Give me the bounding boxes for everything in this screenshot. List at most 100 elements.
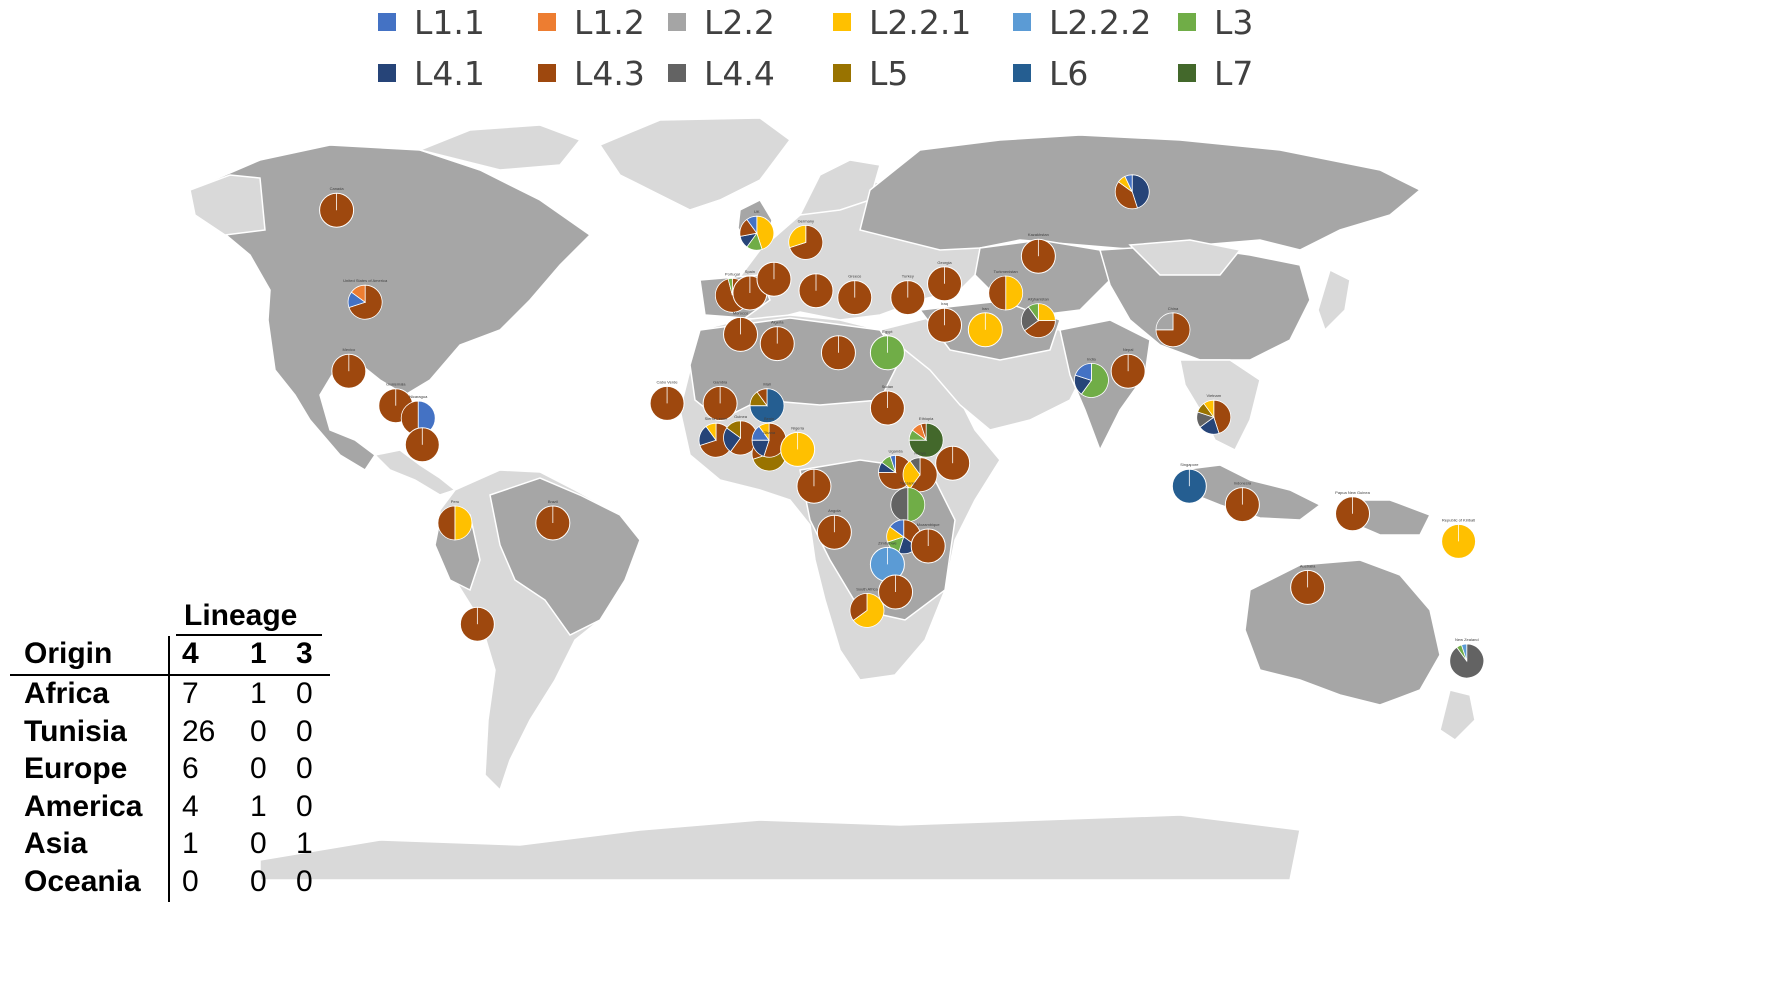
legend-label: L3 xyxy=(1214,2,1254,42)
pie-benin xyxy=(751,422,787,458)
country-label-nicaragua: Nicaragua xyxy=(409,394,428,399)
col-header-3: 3 xyxy=(296,637,313,670)
pie-slice-L2.2 xyxy=(1155,312,1174,331)
row-origin: Oceania xyxy=(24,864,141,898)
row-value: 4 xyxy=(182,789,199,823)
country-label-georgia: Georgia xyxy=(937,260,952,265)
pie-slice-L1.1 xyxy=(889,519,905,538)
pie-south-africa xyxy=(849,592,885,628)
country-label-algeria: Algeria xyxy=(771,320,784,325)
pie-slice-L4.3 xyxy=(1213,399,1232,434)
row-value: 0 xyxy=(182,864,199,898)
pie-slice-L4.1 xyxy=(1131,174,1150,209)
pie-slice-L1.1 xyxy=(746,215,758,235)
legend-swatch xyxy=(538,13,556,31)
country-label-south-africa: South Africa xyxy=(856,586,878,591)
country-label-afghanistan: Afghanistan xyxy=(1028,297,1049,302)
country-label-kenya: Kenya xyxy=(914,451,926,456)
australia-shape xyxy=(1244,559,1441,706)
country-label-spain: Spain xyxy=(745,269,755,274)
pie-ethiopia xyxy=(908,422,944,458)
row-value: 0 xyxy=(296,752,313,785)
legend-item-L7: L7 xyxy=(1178,53,1253,93)
china-shape xyxy=(1099,244,1311,361)
pie-mali xyxy=(749,388,785,424)
legend-label: L1.2 xyxy=(574,2,645,42)
pie-new-zealand xyxy=(1449,643,1485,679)
pie-nicaragua xyxy=(400,400,436,436)
origin-header: Origin xyxy=(24,637,113,670)
pie-angola xyxy=(816,514,852,550)
legend-item-L2.2.2: L2.2.2 xyxy=(1013,2,1151,42)
legend-item-L1.1: L1.1 xyxy=(378,2,485,42)
pie-slice-L2.2.1 xyxy=(756,215,775,250)
pie-nepal xyxy=(1110,353,1146,389)
country-label-benin: Benin xyxy=(764,416,774,421)
row-origin: Asia xyxy=(24,827,88,860)
pie-slice-L2.2.1 xyxy=(454,505,473,541)
header-underline xyxy=(10,674,330,676)
row-value: 0 xyxy=(296,714,313,748)
country-label-china: China xyxy=(1168,306,1179,311)
pie-canada xyxy=(319,192,355,228)
legend-label: L2.2 xyxy=(704,2,775,42)
country-label-angola: Angola xyxy=(828,508,841,513)
pie-slice-L4.4 xyxy=(909,457,921,476)
pie-georgia xyxy=(927,266,963,302)
country-label-zimbabwe: Zimbabwe xyxy=(878,540,897,545)
pie-slice-L1.1 xyxy=(889,454,896,473)
row-value: 1 xyxy=(250,677,267,710)
pie-australia xyxy=(1290,569,1326,605)
legend-item-L1.2: L1.2 xyxy=(538,2,645,42)
table-title: Lineage xyxy=(184,599,298,632)
country-label-new-zealand: New Zealand xyxy=(1455,637,1479,642)
legend-item-L4.4: L4.4 xyxy=(668,53,775,93)
pie-gambia xyxy=(702,385,738,421)
country-label-india: India xyxy=(1087,356,1096,361)
pie-iraq xyxy=(927,307,963,343)
row-value: 1 xyxy=(296,827,313,860)
legend-swatch xyxy=(538,64,556,82)
pie-slice-L2.2.1 xyxy=(705,422,717,442)
country-label-australia: Australia xyxy=(1300,563,1316,568)
row-origin: Tunisia xyxy=(24,714,127,748)
pie-slice-L1.1 xyxy=(1074,362,1092,381)
pie-tanzania xyxy=(890,487,926,523)
pie-kazakhstan xyxy=(1020,238,1056,274)
pie-cameroon xyxy=(796,468,832,504)
row-value: 1 xyxy=(182,827,199,860)
country-label-vietnam: Vietnam xyxy=(1206,393,1221,398)
japan xyxy=(1317,268,1351,332)
pie-slice-L2.2.1 xyxy=(788,224,807,249)
column-divider xyxy=(168,636,170,902)
country-label-morocco: Morocco xyxy=(733,310,749,315)
row-value: 0 xyxy=(250,752,267,785)
greenland xyxy=(598,117,792,211)
legend-label: L6 xyxy=(1049,53,1089,93)
pie-png xyxy=(1335,496,1371,532)
legend-swatch xyxy=(1013,64,1031,82)
legend-item-L2.2: L2.2 xyxy=(668,2,775,42)
pie-india xyxy=(1074,362,1109,398)
row-origin: Africa xyxy=(24,677,110,710)
row-value: 0 xyxy=(296,864,313,898)
pie-indonesia xyxy=(1224,487,1260,523)
legend-swatch xyxy=(833,13,851,31)
legend-label: L4.1 xyxy=(414,53,485,93)
country-label-gambia: Gambia xyxy=(713,379,728,384)
pie-slice-L4.3 xyxy=(920,422,927,441)
country-label-germany: Germany xyxy=(798,218,814,223)
pie-italy xyxy=(798,273,834,309)
country-label-fiji: Republic of Kiribati xyxy=(1442,517,1475,522)
legend-swatch xyxy=(1013,13,1031,31)
pie-turkmenistan xyxy=(988,275,1024,311)
pie-chile xyxy=(459,606,495,642)
country-label-kazakhstan: Kazakhstan xyxy=(1028,232,1049,237)
country-label-nepal: Nepal xyxy=(1123,347,1134,352)
scandinavia xyxy=(798,159,881,216)
pie-france xyxy=(756,261,792,297)
col-header-2: 1 xyxy=(250,637,267,670)
pie-eswatini xyxy=(878,574,914,610)
country-label-peru: Peru xyxy=(451,499,459,504)
lineage-table: Lineage Origin 4 1 3 Africa 7 1 0 Tunisia 26 0… xyxy=(10,598,340,908)
